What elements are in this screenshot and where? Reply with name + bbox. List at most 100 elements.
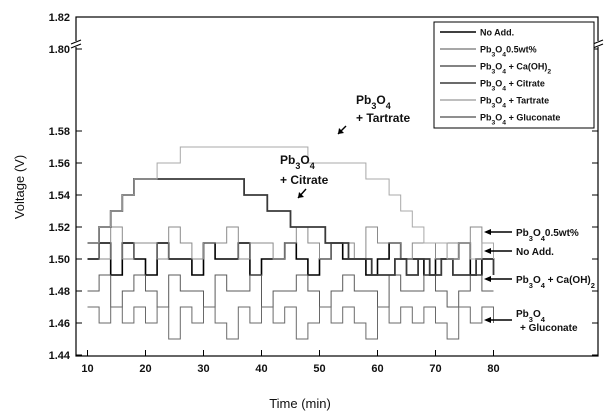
y-tick-label: 1.48 bbox=[49, 286, 70, 298]
chem-part: + Ca(OH) bbox=[506, 62, 547, 72]
axis-break-gap bbox=[594, 41, 602, 47]
chem-subscript: 3 bbox=[529, 315, 533, 324]
y-tick-label: 1.58 bbox=[49, 126, 70, 138]
legend-label-3: Pb3O4 + Ca(OH)2 bbox=[480, 62, 551, 76]
chem-subscript: 3 bbox=[492, 68, 496, 75]
right-label-r2-arrowhead bbox=[484, 248, 491, 254]
right-label-r1-arrowhead bbox=[484, 229, 491, 235]
chem-part: 0.5wt% bbox=[506, 45, 537, 55]
series-line-5 bbox=[87, 146, 494, 260]
chem-part: O bbox=[495, 45, 502, 55]
y-tick-label: 1.44 bbox=[49, 350, 71, 362]
chem-subscript: 4 bbox=[541, 281, 546, 290]
chem-subscript: 4 bbox=[502, 68, 506, 75]
chem-subscript: 3 bbox=[371, 101, 376, 111]
chem-part: Pb bbox=[480, 79, 492, 89]
chem-part: No Add. bbox=[516, 247, 554, 258]
chem-part: + Ca(OH) bbox=[545, 275, 591, 286]
chem-subscript: 4 bbox=[502, 85, 506, 92]
chem-part: Pb bbox=[516, 275, 529, 286]
y-tick-label: 1.54 bbox=[49, 190, 71, 202]
y-tick-label: 1.50 bbox=[49, 254, 70, 266]
right-label-r1: Pb3O40.5wt% bbox=[516, 228, 579, 243]
annotation-tartrate-line2: + Tartrate bbox=[356, 111, 410, 125]
chem-subscript: 4 bbox=[541, 234, 546, 243]
chem-part: No Add. bbox=[480, 28, 514, 38]
chem-part: O bbox=[495, 96, 502, 106]
y-tick-label: 1.82 bbox=[49, 12, 70, 24]
y-tick-label: 1.46 bbox=[49, 318, 70, 330]
legend-label-5: Pb3O4 + Tartrate bbox=[480, 96, 549, 110]
chem-subscript: 4 bbox=[502, 119, 506, 126]
chem-part: 0.5wt% bbox=[545, 228, 579, 239]
series-group bbox=[87, 146, 495, 340]
chem-subscript: 4 bbox=[541, 315, 546, 324]
axis-break-mark bbox=[592, 39, 604, 45]
x-tick-label: 40 bbox=[255, 363, 267, 375]
chem-part: Pb bbox=[516, 228, 529, 239]
series-line-3 bbox=[87, 274, 494, 308]
chem-subscript: 2 bbox=[591, 281, 595, 290]
x-tick-label: 30 bbox=[197, 363, 209, 375]
right-label-r4-line2: + Gluconate bbox=[520, 323, 578, 334]
legend-label-2: Pb3O40.5wt% bbox=[480, 45, 537, 59]
chem-part: + Tartrate bbox=[506, 96, 549, 106]
x-tick-label: 10 bbox=[81, 363, 93, 375]
chem-part: O bbox=[495, 79, 502, 89]
x-tick-label: 20 bbox=[139, 363, 151, 375]
chem-part: O bbox=[376, 93, 385, 107]
x-axis-title: Time (min) bbox=[269, 396, 331, 411]
x-tick-label: 80 bbox=[487, 363, 499, 375]
chem-part: O bbox=[495, 62, 502, 72]
legend-label-6: Pb3O4 + Gluconate bbox=[480, 113, 560, 127]
axis-break-gap bbox=[72, 41, 80, 47]
chem-part: + Citrate bbox=[506, 79, 545, 89]
chem-subscript: 3 bbox=[529, 281, 533, 290]
chem-part: O bbox=[533, 275, 541, 286]
chem-part: Pb bbox=[480, 45, 492, 55]
axis-break-mark bbox=[70, 39, 82, 45]
axis-break-mark bbox=[70, 43, 82, 49]
axis-break-mark bbox=[592, 43, 604, 49]
chem-subscript: 4 bbox=[502, 51, 506, 58]
chem-part: O bbox=[533, 228, 541, 239]
chem-subscript: 3 bbox=[529, 234, 533, 243]
x-tick-label: 50 bbox=[313, 363, 325, 375]
chem-part: Pb bbox=[516, 309, 529, 320]
legend-label-1: No Add. bbox=[480, 28, 514, 38]
chem-part: Pb bbox=[480, 62, 492, 72]
x-tick-label: 70 bbox=[429, 363, 441, 375]
right-label-r4: Pb3O4 bbox=[516, 309, 546, 324]
chem-subscript: 4 bbox=[386, 101, 391, 111]
chem-part: Pb bbox=[480, 113, 492, 123]
y-tick-label: 1.56 bbox=[49, 158, 70, 170]
chem-part: + Gluconate bbox=[506, 113, 560, 123]
chem-part: Pb bbox=[356, 93, 371, 107]
chem-part: O bbox=[300, 153, 309, 167]
series-line-6 bbox=[87, 306, 494, 340]
chem-subscript: 4 bbox=[310, 161, 315, 171]
chem-subscript: 2 bbox=[547, 68, 551, 75]
right-label-r3-arrowhead bbox=[484, 276, 491, 282]
annotation-tartrate-line1: Pb3O4 bbox=[356, 93, 391, 111]
legend-label-4: Pb3O4 + Citrate bbox=[480, 79, 545, 93]
chem-part: Pb bbox=[280, 153, 295, 167]
y-axis-title: Voltage (V) bbox=[12, 155, 27, 219]
right-label-r4-arrowhead bbox=[484, 317, 491, 323]
chem-subscript: 3 bbox=[295, 161, 300, 171]
right-label-r2: No Add. bbox=[516, 247, 554, 258]
chem-part: O bbox=[495, 113, 502, 123]
chem-subscript: 3 bbox=[492, 85, 496, 92]
annotation-tartrate-arrowhead bbox=[338, 128, 344, 134]
chem-subscript: 4 bbox=[502, 102, 506, 109]
right-label-r3: Pb3O4 + Ca(OH)2 bbox=[516, 275, 595, 290]
chem-part: + Citrate bbox=[280, 173, 329, 187]
x-tick-label: 60 bbox=[371, 363, 383, 375]
chem-part: O bbox=[533, 309, 541, 320]
y-tick-label: 1.80 bbox=[49, 44, 70, 56]
chem-part: Pb bbox=[480, 96, 492, 106]
chem-subscript: 3 bbox=[492, 119, 496, 126]
